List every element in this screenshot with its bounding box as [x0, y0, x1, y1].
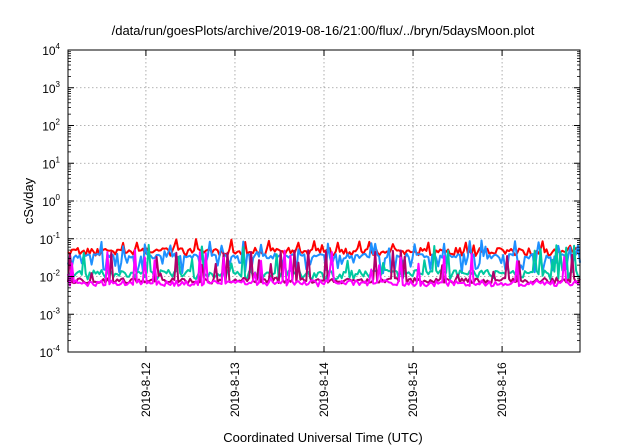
- x-tick-label: 2019-8-15: [406, 362, 420, 417]
- y-tick-label: 103: [42, 80, 60, 96]
- x-tick-label: 2019-8-13: [228, 362, 242, 417]
- y-tick-label: 10-1: [40, 231, 61, 247]
- grid-lines: [68, 50, 580, 352]
- y-tick-label: 101: [42, 155, 60, 171]
- x-tick-label: 2019-8-14: [317, 362, 331, 417]
- series-line: [67, 249, 581, 288]
- series-line: [67, 238, 581, 257]
- y-tick-label: 102: [42, 118, 60, 134]
- y-tick-label: 100: [42, 193, 60, 209]
- x-tick-label: 2019-8-16: [495, 362, 509, 417]
- y-tick-label: 10-4: [40, 344, 61, 360]
- x-tick-label: 2019-8-12: [139, 362, 153, 417]
- x-axis-label: Coordinated Universal Time (UTC): [223, 430, 422, 445]
- y-tick-label: 104: [42, 42, 60, 58]
- y-tick-label: 10-3: [40, 306, 61, 322]
- series-line: [67, 239, 581, 275]
- series-group: [67, 238, 581, 288]
- chart-title: /data/run/goesPlots/archive/2019-08-16/2…: [112, 23, 535, 38]
- x-axis-ticks: 2019-8-12 2019-8-13 2019-8-14 2019-8-15 2019…: [139, 50, 509, 417]
- y-axis-label: cSv/day: [21, 177, 36, 224]
- y-tick-label: 10-2: [40, 269, 61, 285]
